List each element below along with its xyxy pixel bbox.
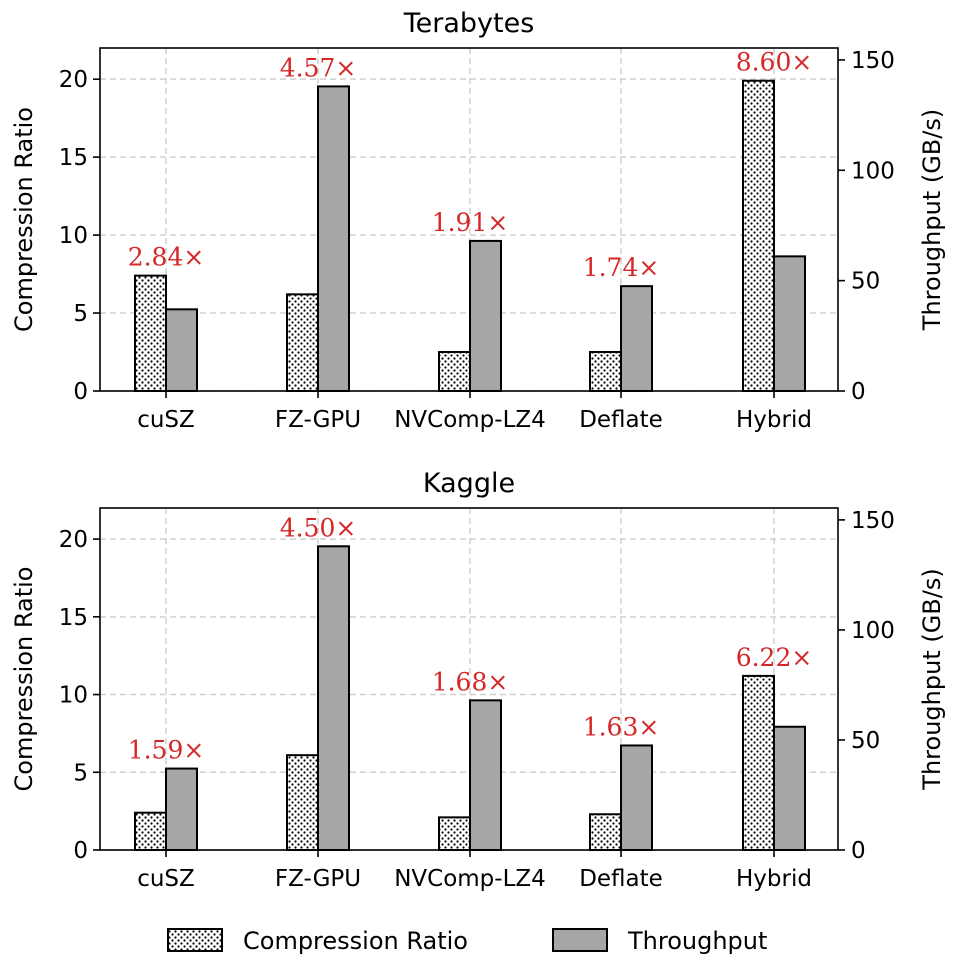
y-tick-label: 20 [59,67,88,93]
bar-throughput [620,285,653,392]
speedup-label: 1.74× [583,253,660,282]
legend-label-throughput: Throughput [627,927,767,955]
x-tick-label: cuSZ [137,866,195,892]
y2-axis-label: Throughput (GB/s) [918,568,946,790]
y2-tick-label: 0 [851,379,866,405]
speedup-label: 1.63× [583,712,660,741]
x-tick-label: cuSZ [137,407,195,433]
bar-compression-ratio [286,293,319,392]
speedup-label: 2.84× [128,243,205,272]
y-tick-label: 15 [59,145,88,171]
y-tick-label: 5 [73,301,88,327]
legend-swatch-compression-ratio [167,928,223,952]
y2-tick-label: 150 [851,48,895,74]
legend-swatch-throughput [552,928,608,952]
x-tick-label: Deflate [579,866,663,892]
speedup-label: 4.50× [280,513,357,542]
bar-compression-ratio [438,351,471,393]
x-tick-label: NVComp-LZ4 [394,407,546,433]
speedup-label: 1.91× [432,208,509,237]
bar-compression-ratio [589,813,622,852]
y-axis-label: Compression Ratio [10,107,38,332]
y-tick-label: 10 [59,223,88,249]
bar-throughput [317,545,350,852]
speedup-label: 8.60× [736,48,813,77]
bar-throughput [165,308,198,393]
bar-throughput [620,744,653,851]
y-tick-label: 0 [73,838,88,864]
x-tick-label: Hybrid [736,866,812,892]
chart-title: Kaggle [423,468,515,499]
y2-tick-label: 150 [851,508,895,534]
bar-throughput [773,725,806,852]
bar-compression-ratio [742,674,775,852]
plot-frame [99,507,839,851]
x-tick-label: Deflate [579,407,663,433]
y-tick-label: 0 [73,379,88,405]
speedup-label: 1.68× [432,667,509,696]
speedup-label: 4.57× [280,53,357,82]
y2-tick-label: 100 [851,158,895,184]
x-tick-label: FZ-GPU [275,866,361,892]
bar-throughput [317,85,350,393]
y2-tick-label: 50 [851,269,880,295]
legend: Compression Ratio Throughput [167,927,767,955]
y2-axis-label: Throughput (GB/s) [918,109,946,331]
speedup-label: 1.59× [128,736,205,765]
bar-compression-ratio [134,811,167,852]
x-tick-label: NVComp-LZ4 [394,866,546,892]
bar-throughput [773,255,806,392]
y2-tick-label: 0 [851,838,866,864]
chart-title: Terabytes [403,8,535,39]
bar-compression-ratio [438,816,471,852]
y2-tick-label: 100 [851,618,895,644]
bar-compression-ratio [742,79,775,392]
bar-throughput [165,767,198,851]
y-tick-label: 15 [59,605,88,631]
bar-compression-ratio [286,754,319,851]
y-axis-label: Compression Ratio [10,567,38,792]
x-tick-label: Hybrid [736,407,812,433]
legend-label-compression-ratio: Compression Ratio [243,927,468,955]
y-tick-label: 5 [73,760,88,786]
bar-compression-ratio [134,274,167,392]
bar-compression-ratio [589,351,622,393]
y2-tick-label: 50 [851,728,880,754]
speedup-label: 6.22× [736,643,813,672]
y-tick-label: 20 [59,527,88,553]
chart-panel-1: 1.59× 4.50× 1.68× 1.63× 6.22× 0 5 10 15 20 0 50 100 1… [10,468,946,892]
bar-throughput [469,239,502,392]
plot-frame [99,47,839,392]
x-tick-label: FZ-GPU [275,407,361,433]
chart-panel-0: 2.84× 4.57× 1.91× 1.74× 8.60× 0 5 10 15 20 0 50 100 1… [10,8,946,433]
y-tick-label: 10 [59,683,88,709]
bar-throughput [469,699,502,851]
